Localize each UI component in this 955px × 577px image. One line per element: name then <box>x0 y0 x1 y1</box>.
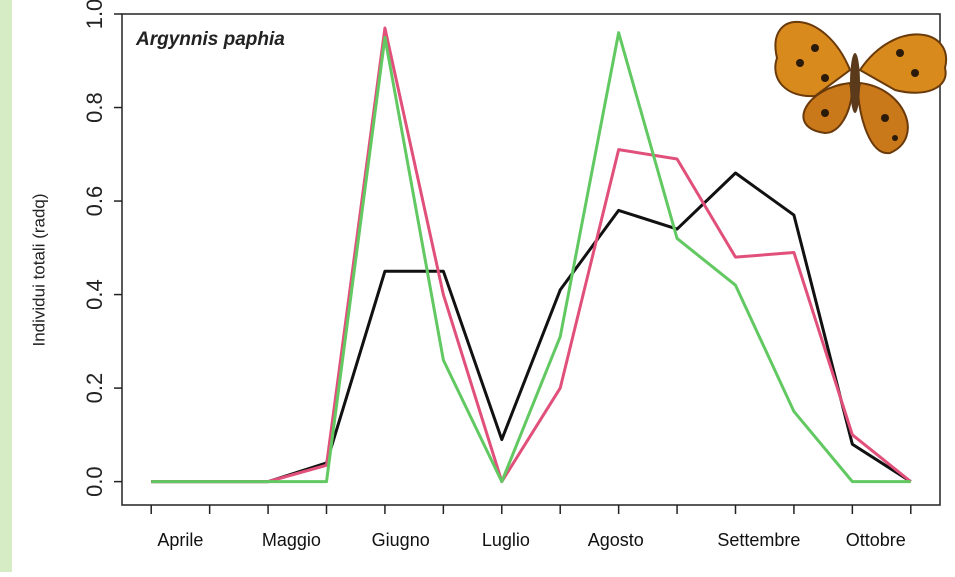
y-tick-label: 0.4 <box>82 279 107 310</box>
chart: Argynnis paphia Individui totali (radq) … <box>0 0 955 572</box>
x-tick-label: Luglio <box>482 530 530 550</box>
y-tick-label: 0.0 <box>82 466 107 497</box>
y-tick-label: 1.0 <box>82 0 107 29</box>
x-tick-label: Ottobre <box>846 530 906 550</box>
plot-area <box>151 28 911 482</box>
y-tick-label: 0.6 <box>82 186 107 217</box>
page: {"chart_data": {"type": "line", "title":… <box>0 0 955 577</box>
y-tick-label: 0.2 <box>82 373 107 404</box>
x-tick-label: Aprile <box>157 530 203 550</box>
butterfly <box>775 22 946 153</box>
chart-title: Argynnis paphia <box>135 29 285 50</box>
x-tick-label: Maggio <box>262 530 321 550</box>
x-tick-label: Agosto <box>588 530 644 550</box>
x-tick-label: Giugno <box>372 530 430 550</box>
y-axis-label: Individui totali (radq) <box>29 193 48 346</box>
y-tick-label: 0.8 <box>82 92 107 123</box>
side-strip <box>0 0 12 572</box>
x-tick-label: Settembre <box>717 530 800 550</box>
